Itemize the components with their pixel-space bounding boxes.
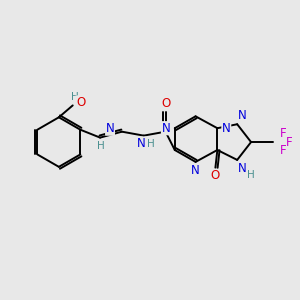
- Text: O: O: [76, 96, 85, 109]
- Text: N: N: [106, 122, 114, 135]
- Text: H: H: [71, 92, 79, 103]
- Text: F: F: [279, 127, 286, 140]
- Text: F: F: [279, 145, 286, 158]
- Text: H: H: [147, 139, 154, 148]
- Text: H: H: [97, 140, 105, 151]
- Text: N: N: [238, 162, 247, 175]
- Text: H: H: [247, 170, 255, 180]
- Text: N: N: [222, 122, 231, 135]
- Text: O: O: [161, 98, 170, 110]
- Text: N: N: [161, 122, 170, 135]
- Text: N: N: [137, 137, 146, 150]
- Text: O: O: [211, 169, 220, 182]
- Text: N: N: [238, 109, 247, 122]
- Text: N: N: [191, 164, 200, 177]
- Text: F: F: [285, 136, 292, 148]
